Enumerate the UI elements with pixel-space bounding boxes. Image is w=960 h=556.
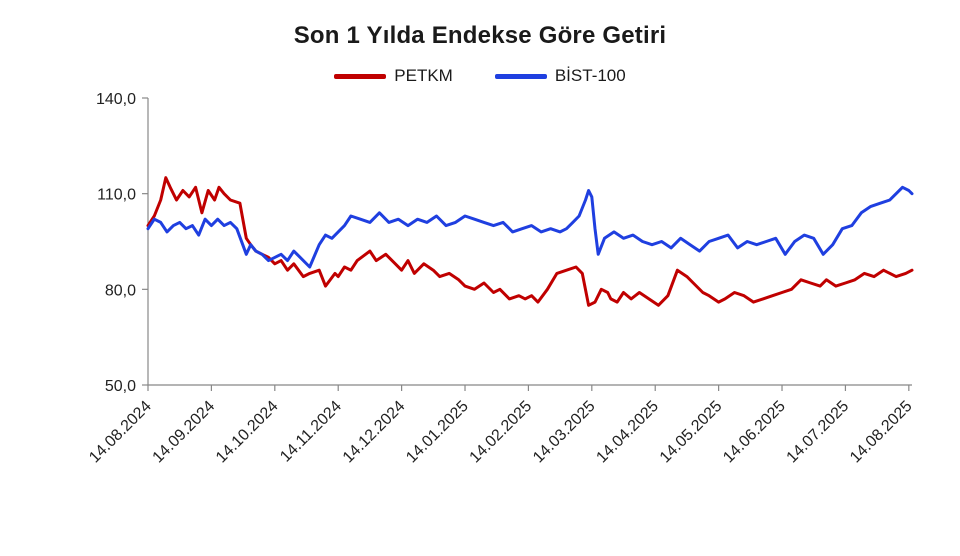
legend-item-bist100: BİST-100 bbox=[494, 66, 626, 86]
legend-swatch-bist100 bbox=[494, 73, 547, 79]
x-tick-label: 14.11.2024 bbox=[277, 398, 345, 466]
legend-label-petkm: PETKM bbox=[394, 66, 453, 85]
y-tick-label: 140,0 bbox=[96, 91, 136, 108]
chart-title: Son 1 Yılda Endekse Göre Getiri bbox=[293, 22, 667, 49]
x-tick-label: 14.08.2025 bbox=[847, 398, 916, 467]
legend-item-petkm: PETKM bbox=[334, 66, 453, 86]
chart-legend: PETKM BİST-100 bbox=[0, 66, 960, 86]
legend-label-bist100: BİST-100 bbox=[554, 66, 626, 85]
series-line-petkm bbox=[146, 176, 914, 307]
series-line-bist100 bbox=[146, 185, 914, 269]
x-tick-label: 14.10.2024 bbox=[213, 398, 282, 467]
x-tick-label: 14.07.2025 bbox=[784, 398, 853, 467]
legend-swatch-petkm bbox=[334, 73, 387, 79]
x-tick-label: 14.08.2024 bbox=[86, 398, 155, 467]
x-tick-label: 14.05.2025 bbox=[657, 398, 726, 467]
y-tick-label: 110,0 bbox=[97, 187, 136, 204]
x-tick-label: 14.04.2025 bbox=[593, 398, 662, 467]
x-tick-label: 14.03.2025 bbox=[530, 398, 599, 467]
y-tick-label: 80,0 bbox=[105, 282, 136, 299]
y-tick-label: 50,0 bbox=[105, 378, 136, 395]
x-tick-label: 14.12.2024 bbox=[340, 398, 409, 467]
x-tick-label: 14.01.2025 bbox=[403, 398, 472, 467]
x-tick-label: 14.06.2025 bbox=[720, 398, 789, 467]
x-tick-label: 14.02.2025 bbox=[467, 398, 536, 467]
x-tick-label: 14.09.2024 bbox=[150, 398, 219, 467]
